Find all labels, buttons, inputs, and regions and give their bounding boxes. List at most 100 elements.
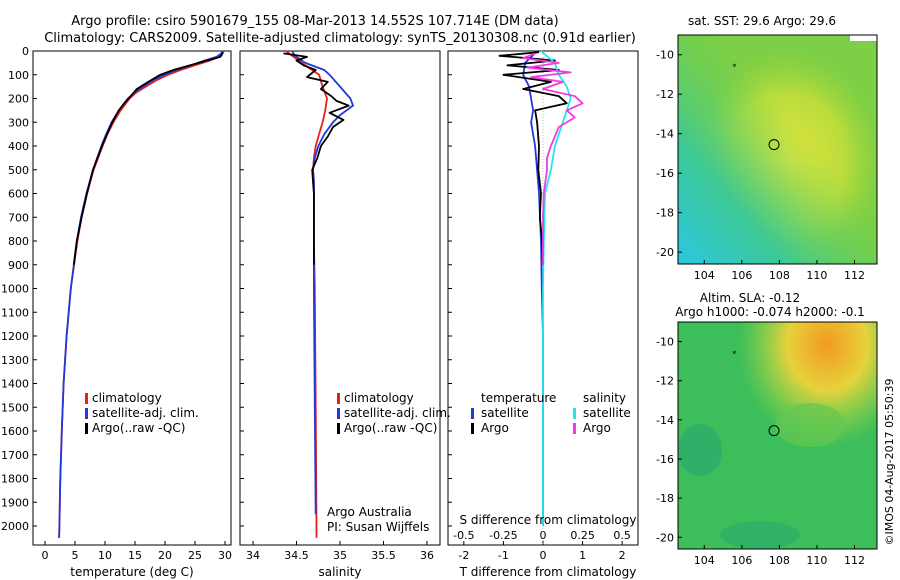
legend-swatch-t-satellite [471, 408, 474, 419]
temperature-legend: climatology satellite-adj. clim. Argo(..… [85, 391, 199, 435]
s-difference-xlabel: S difference from climatology [460, 513, 637, 527]
legend-label-argo: Argo(..raw -QC) [92, 421, 185, 435]
x-tick-label: 0 [42, 549, 49, 562]
map-y-tick-label: -20 [656, 531, 674, 544]
x-tick-label: 20 [158, 549, 172, 562]
profile-lines-layer [58, 50, 584, 545]
x-tick-label: 35 [333, 549, 347, 562]
legend-title-temperature: temperature [481, 391, 556, 405]
salinity-legend: climatology satellite-adj. clim. Argo(..… [327, 391, 451, 534]
depth-tick-label: 1100 [1, 306, 29, 319]
depth-tick-label: 1000 [1, 283, 29, 296]
map-x-tick-label: 108 [769, 269, 790, 282]
legend-swatch-argo [85, 423, 88, 434]
depth-tick-label: 1700 [1, 449, 29, 462]
x-tick-label: 34.5 [284, 549, 309, 562]
s-diff-tick-label: 0 [540, 529, 547, 542]
sla-low-patch [720, 521, 800, 549]
series-line-salinity-argo [522, 52, 584, 265]
map-y-tick-label: -20 [656, 246, 674, 259]
map-y-tick-label: -16 [656, 453, 674, 466]
legend-title-salinity: salinity [583, 391, 626, 405]
series-line-temperature-argo [498, 51, 568, 265]
sst-missing-data [850, 35, 877, 41]
s-diff-tick-label: -0.5 [453, 529, 474, 542]
x-tick-label: 36 [420, 549, 434, 562]
map-y-tick-label: -14 [656, 128, 674, 141]
depth-tick-label: 100 [8, 69, 29, 82]
map-y-tick-label: -12 [656, 375, 674, 388]
legend-label-t-satellite: satellite [481, 406, 529, 420]
attribution-pi: PI: Susan Wijffels [327, 520, 429, 534]
difference-legend: temperature salinity satellite Argo sate… [471, 391, 631, 435]
depth-tick-label: 700 [8, 211, 29, 224]
series-line-climatology [58, 50, 225, 538]
series-line-salinity-satellite [540, 50, 572, 526]
sst-map [677, 34, 878, 265]
x-tick-label: 1 [579, 549, 586, 562]
x-tick-label: 10 [98, 549, 112, 562]
figure-title-line2: Climatology: CARS2009. Satellite-adjuste… [44, 31, 636, 46]
salinity-panel-frame [239, 50, 441, 546]
legend-label-s-satellite: satellite [583, 406, 631, 420]
map-x-tick-label: 104 [694, 269, 715, 282]
depth-tick-label: 2000 [1, 520, 29, 533]
sst-map-title: sat. SST: 29.6 Argo: 29.6 [688, 14, 836, 28]
x-tick-label: -2 [458, 549, 469, 562]
depth-tick-label: 600 [8, 188, 29, 201]
axis-ticks-layer: 0100200300400500600700800900100011001200… [1, 45, 631, 562]
x-tick-label: 5 [72, 549, 79, 562]
imos-credit: ©IMOS 04-Aug-2017 05:50:39 [883, 379, 896, 546]
series-line-climatology [285, 50, 328, 538]
map-y-tick-label: -12 [656, 88, 674, 101]
map-x-tick-label: 112 [844, 269, 865, 282]
depth-tick-label: 1500 [1, 401, 29, 414]
legend-label-climatology: climatology [344, 391, 414, 405]
x-tick-label: 15 [128, 549, 142, 562]
x-tick-label: 34 [246, 549, 260, 562]
sla-map-frame [677, 321, 878, 550]
legend-swatch-s-argo [573, 423, 576, 434]
sla-low-patch [678, 424, 722, 476]
legend-label-s-argo: Argo [583, 421, 611, 435]
sst-map-frame [677, 34, 878, 265]
figure-title-line1: Argo profile: csiro 5901679_155 08-Mar-2… [71, 14, 559, 29]
map-x-tick-label: 106 [731, 554, 752, 567]
argo-position-marker [768, 425, 780, 437]
series-line-satellite-adj-clim- [58, 50, 224, 538]
map-x-tick-label: 112 [844, 554, 865, 567]
depth-tick-label: 1800 [1, 473, 29, 486]
x-tick-label: 0 [540, 549, 547, 562]
legend-swatch-satellite [85, 408, 88, 419]
argo-position-marker [768, 139, 780, 151]
x-tick-label: 30 [218, 549, 232, 562]
depth-tick-label: 1200 [1, 330, 29, 343]
map-x-tick-label: 110 [806, 554, 827, 567]
depth-tick-label: 1300 [1, 354, 29, 367]
map-y-tick-label: -10 [656, 49, 674, 62]
map-y-tick-label: -14 [656, 414, 674, 427]
island-marker: * [732, 349, 736, 358]
x-tick-label: -1 [498, 549, 509, 562]
map-x-tick-label: 106 [731, 269, 752, 282]
map-y-tick-label: -18 [656, 492, 674, 505]
x-tick-label: 2 [619, 549, 626, 562]
series-line-argo-raw-qc- [72, 51, 224, 265]
salinity-xlabel: salinity [318, 565, 361, 579]
map-x-tick-label: 104 [694, 554, 715, 567]
series-line-temperature-satellite [522, 50, 544, 526]
map-y-tick-label: -18 [656, 207, 674, 220]
legend-swatch-satellite [337, 408, 340, 419]
map-x-tick-label: 110 [806, 269, 827, 282]
legend-label-argo: Argo(..raw -QC) [344, 421, 437, 435]
t-difference-xlabel: T difference from climatology [459, 565, 637, 579]
sla-map-title-line1: Altim. SLA: -0.12 [700, 291, 800, 305]
depth-tick-label: 900 [8, 259, 29, 272]
map-x-tick-label: 108 [769, 554, 790, 567]
x-tick-label: 25 [188, 549, 202, 562]
legend-label-t-argo: Argo [481, 421, 509, 435]
map-ticks-and-markers: 104 106 108 110 112 -10 -12 -14 -16 -18 -20 * 104 106… [656, 49, 865, 567]
s-diff-tick-label: -0.25 [489, 529, 517, 542]
legend-label-satellite: satellite-adj. clim. [344, 406, 451, 420]
